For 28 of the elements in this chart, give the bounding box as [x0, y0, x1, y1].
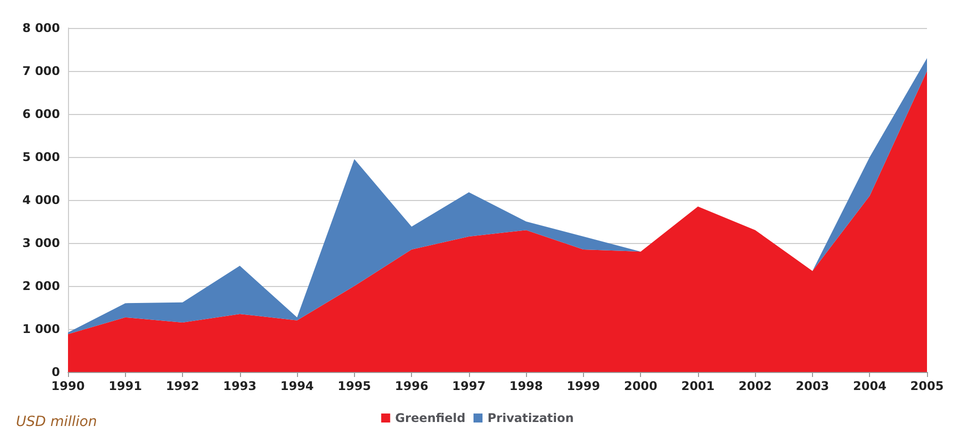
x-tick-label: 2005: [910, 379, 944, 393]
legend-label: Privatization: [488, 411, 574, 425]
x-tick-label: 1998: [509, 379, 543, 393]
y-tick-label: 2 000: [22, 279, 60, 293]
x-tick-label: 1995: [338, 379, 372, 393]
y-tick-label: 0: [52, 365, 60, 379]
x-tick-label: 1997: [452, 379, 486, 393]
x-tick-label: 2001: [681, 379, 715, 393]
y-tick-label: 5 000: [22, 150, 60, 164]
x-tick-label: 2003: [796, 379, 830, 393]
x-tick-label: 2004: [853, 379, 886, 393]
x-tick-label: 1993: [223, 379, 257, 393]
x-tick-label: 1999: [566, 379, 600, 393]
y-tick-label: 1 000: [22, 322, 60, 336]
x-tick-label: 1990: [51, 379, 85, 393]
y-tick-label: 8 000: [22, 21, 60, 35]
y-tick-label: 6 000: [22, 107, 60, 121]
x-tick-label: 2000: [624, 379, 658, 393]
legend-label: Greenfield: [395, 411, 466, 425]
x-tick-label: 2002: [738, 379, 772, 393]
x-tick-label: 1996: [394, 379, 428, 393]
y-tick-label: 7 000: [22, 64, 60, 78]
y-tick-label: 4 000: [22, 193, 60, 207]
x-tick-label: 1994: [280, 379, 314, 393]
x-tick-label: 1991: [108, 379, 142, 393]
x-tick-label: 1992: [166, 379, 200, 393]
y-axis-title: USD million: [16, 414, 97, 430]
y-tick-label: 3 000: [22, 236, 60, 250]
